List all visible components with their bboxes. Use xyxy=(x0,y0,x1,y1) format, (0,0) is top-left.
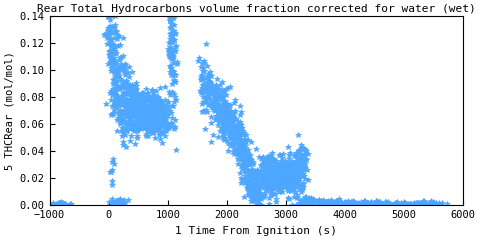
Y-axis label: 5 THCRear (mol/mol): 5 THCRear (mol/mol) xyxy=(4,52,14,170)
X-axis label: 1 Time From Ignition (s): 1 Time From Ignition (s) xyxy=(176,226,337,236)
Title: Rear Total Hydrocarbons volume fraction corrected for water (wet): Rear Total Hydrocarbons volume fraction … xyxy=(37,4,476,14)
